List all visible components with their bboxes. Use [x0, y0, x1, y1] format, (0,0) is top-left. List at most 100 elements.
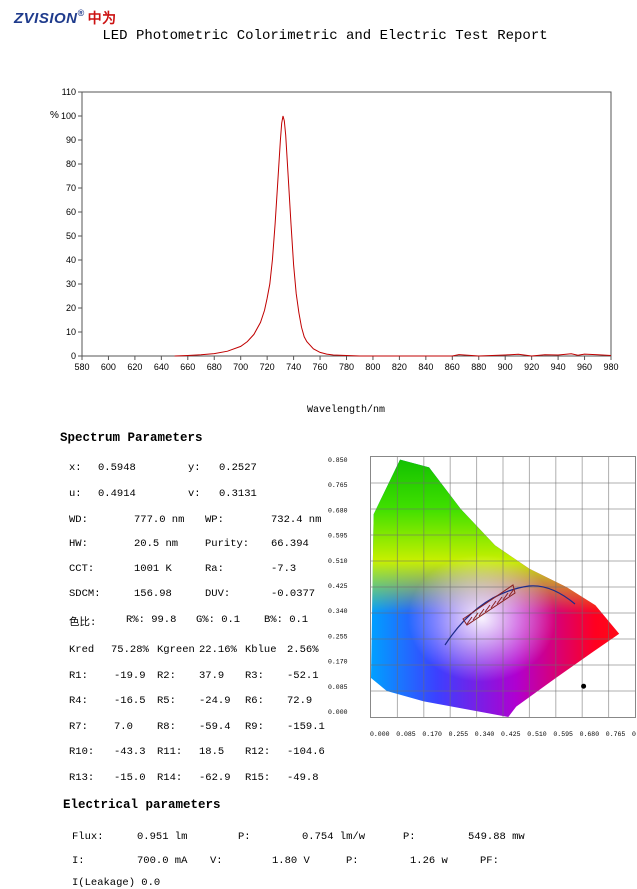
spectrum-y-tick-label: 30 — [66, 279, 76, 289]
cie-y-tick-label: 0.765 — [328, 482, 348, 489]
spectrum-x-tick-label: 820 — [392, 362, 407, 372]
cie-y-tick-label: 0.425 — [328, 583, 348, 590]
spectrum-y-tick-label: 40 — [66, 255, 76, 265]
spectrum-x-tick-label: 860 — [445, 362, 460, 372]
electrical-value: 1.80 V — [272, 855, 310, 867]
cie-tolerance-hatch — [496, 596, 503, 605]
spectrum-x-tick-label: 920 — [524, 362, 539, 372]
cie-tolerance-band — [462, 584, 516, 626]
param-label: HW: — [69, 538, 88, 550]
spectrum-x-tick-label: 680 — [207, 362, 222, 372]
cri-label: R8: — [157, 721, 176, 733]
cie-x-tick-label: 0.595 — [553, 731, 573, 738]
spectrum-y-tick-label: 80 — [66, 159, 76, 169]
electrical-value: 1.26 w — [410, 855, 448, 867]
k-factor-label: Kblue — [245, 644, 277, 656]
cri-value: -62.9 — [199, 772, 231, 784]
leakage-current: I(Leakage) 0.0 — [72, 877, 161, 889]
spectrum-y-tick-label: 70 — [66, 183, 76, 193]
spectrum-x-tick-label: 840 — [418, 362, 433, 372]
cie-x-tick-label: 0.000 — [370, 731, 390, 738]
param-label: Ra: — [205, 563, 224, 575]
cie-measured-point — [581, 683, 587, 689]
electrical-value: 700.0 mA — [137, 855, 188, 867]
color-ratio-label: 色比: — [69, 617, 97, 629]
cie-x-tick-label: 0.510 — [527, 731, 547, 738]
param-label: v: — [188, 488, 201, 500]
cie-x-axis: 0.000 0.085 0.170 0.255 0.340 0.425 0.510 0.595… — [370, 731, 637, 738]
spectrum-x-label: Wavelength/nm — [307, 404, 385, 416]
param-value: 66.394 — [271, 538, 309, 550]
spectrum-parameters-heading: Spectrum Parameters — [60, 431, 203, 445]
param-value: 156.98 — [134, 588, 172, 600]
cri-label: R2: — [157, 670, 176, 682]
cie-x-tick-label: 0.170 — [422, 731, 442, 738]
k-factor-label: Kgreen — [157, 644, 195, 656]
cie-y-tick-label: 0.595 — [328, 533, 348, 540]
param-label: u: — [69, 488, 82, 500]
cri-value: 7.0 — [114, 721, 133, 733]
cri-label: R5: — [157, 695, 176, 707]
spectrum-x-tick-label: 620 — [127, 362, 142, 372]
cie-tolerance-hatch — [478, 608, 485, 617]
spectrum-y-tick-label: 10 — [66, 327, 76, 337]
param-label: y: — [188, 462, 201, 474]
param-label: WD: — [69, 514, 88, 526]
electrical-value: 0.754 lm/w — [302, 831, 366, 843]
spectrum-x-tick-label: 580 — [74, 362, 89, 372]
cie-diagram — [370, 456, 636, 718]
logo-chinese-text: 中为 — [87, 10, 117, 26]
param-value: 777.0 nm — [134, 514, 185, 526]
cri-label: R14: — [157, 772, 183, 784]
spectrum-x-tick-label: 960 — [577, 362, 592, 372]
cri-label: R3: — [245, 670, 264, 682]
logo-registered-mark: ® — [77, 8, 85, 18]
cri-label: R11: — [157, 746, 183, 758]
cri-value: 18.5 — [199, 746, 225, 758]
spectrum-chart: % Wavelength/nm 0 10 20 30 40 50 60 70 80 90 100 11… — [50, 87, 619, 416]
electrical-label: PF: — [480, 855, 499, 867]
cie-y-tick-label: 0.850 — [328, 457, 348, 464]
spectrum-x-tick-label: 700 — [233, 362, 248, 372]
cri-value: -16.5 — [114, 695, 146, 707]
electrical-label: P: — [238, 831, 251, 843]
spectrum-y-tick-label: 20 — [66, 303, 76, 313]
spectrum-x-tick-label: 780 — [339, 362, 354, 372]
spectrum-x-tick-label: 640 — [154, 362, 169, 372]
spectrum-x-tick-label: 880 — [471, 362, 486, 372]
param-value: 1001 K — [134, 563, 172, 575]
color-ratio-blue: B%: 0.1 — [264, 614, 309, 626]
spectrum-x-tick-label: 800 — [365, 362, 380, 372]
cie-x-tick-label: 0.340 — [475, 731, 495, 738]
cri-label: R9: — [245, 721, 264, 733]
cri-label: R13: — [69, 772, 95, 784]
cie-tolerance-hatch — [466, 616, 473, 625]
param-value: 732.4 nm — [271, 514, 322, 526]
spectrum-y-tick-label: 0 — [71, 351, 76, 361]
spectrum-x-tick-label: 740 — [286, 362, 301, 372]
spectrum-y-tick-label: 50 — [66, 231, 76, 241]
spectrum-x-tick-label: 720 — [260, 362, 275, 372]
param-label: x: — [69, 462, 82, 474]
spectrum-x-tick-label: 760 — [313, 362, 328, 372]
cri-label: R12: — [245, 746, 271, 758]
cie-tolerance-hatch — [508, 588, 515, 597]
param-value: 20.5 nm — [134, 538, 179, 550]
param-label: WP: — [205, 514, 224, 526]
cie-y-tick-label: 0.255 — [328, 633, 348, 640]
cri-value: -19.9 — [114, 670, 146, 682]
param-label: SDCM: — [69, 588, 101, 600]
param-value: 0.5948 — [98, 462, 136, 474]
k-factor-value: 2.56% — [287, 644, 319, 656]
param-value: -7.3 — [271, 563, 297, 575]
cie-y-tick-label: 0.340 — [328, 608, 348, 615]
cie-x-tick-label: 0.085 — [396, 731, 416, 738]
spectrum-y-label: % — [50, 110, 59, 121]
k-factor-label: Kred — [69, 644, 95, 656]
cie-x-tick-label: 0.425 — [501, 731, 521, 738]
report-title: LED Photometric Colorimetric and Electri… — [102, 28, 548, 44]
spectrum-x-tick-label: 600 — [101, 362, 116, 372]
param-value: 0.3131 — [219, 488, 257, 500]
cie-tolerance-hatch — [490, 600, 497, 609]
cie-y-tick-label: 0.510 — [328, 558, 348, 565]
